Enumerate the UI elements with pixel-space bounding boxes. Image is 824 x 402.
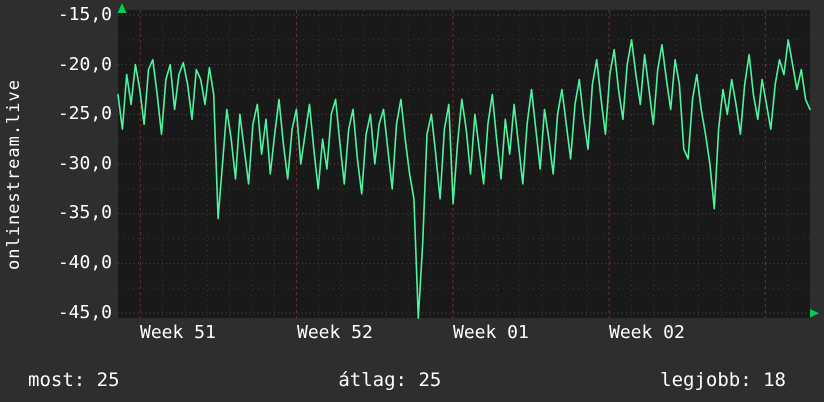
y-tick-label: -40,0 [57,252,112,273]
stat-most-label: most: [28,369,86,391]
stat-most: most: 25 [28,369,120,391]
y-tick-label: -35,0 [57,202,112,223]
stat-legjobb-label: legjobb: [660,369,752,391]
x-tick-label-week01: Week 01 [453,322,529,343]
stat-legjobb: legjobb: 18 [660,369,786,391]
chart-canvas [117,3,819,319]
stat-most-value: 25 [96,369,120,391]
y-tick-label: -25,0 [57,103,112,124]
x-axis-arrow-icon [810,309,819,318]
series-line [117,38,811,319]
x-tick-label-week02: Week 02 [609,322,685,343]
y-axis-arrow-icon [117,3,127,13]
y-tick-label: -15,0 [57,4,112,25]
x-tick-label-week51: Week 51 [140,322,216,343]
stat-legjobb-value: 18 [763,369,786,391]
y-tick-label: -20,0 [57,54,112,75]
stat-atlag-label: átlag: [338,369,407,391]
stat-atlag: átlag: 25 [338,369,441,391]
y-tick-label: -45,0 [57,302,112,323]
y-tick-label: -30,0 [57,153,112,174]
x-tick-label-week52: Week 52 [297,322,373,343]
stat-atlag-value: 25 [418,369,442,391]
status-bar: most: 25 átlag: 25 legjobb: 18 [0,360,824,400]
